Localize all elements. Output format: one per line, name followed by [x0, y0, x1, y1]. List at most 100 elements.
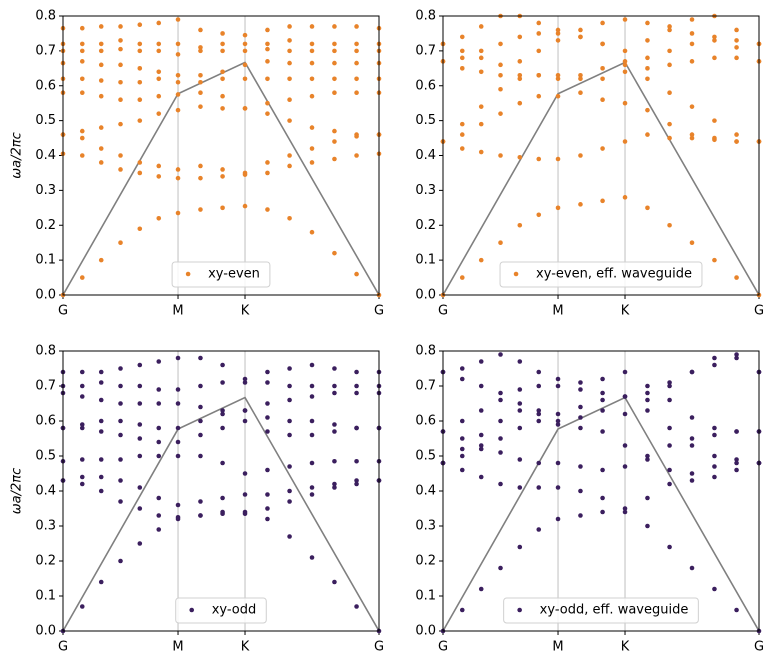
point [600, 429, 605, 434]
point [459, 467, 465, 473]
point [622, 48, 628, 54]
point [645, 523, 650, 529]
point [478, 48, 484, 54]
y-tick-label: 0.5 [35, 449, 56, 464]
point [287, 397, 292, 403]
point [137, 118, 143, 123]
point [478, 359, 484, 364]
point [689, 59, 695, 64]
axes-frame [442, 15, 760, 296]
point [198, 383, 203, 389]
point [198, 207, 203, 212]
point [712, 34, 717, 40]
point [517, 387, 523, 392]
point [459, 446, 465, 452]
point [156, 48, 162, 54]
point [354, 481, 359, 487]
point [265, 160, 270, 165]
point [156, 111, 162, 116]
plot-area [443, 61, 759, 295]
point [287, 464, 292, 469]
point [622, 411, 628, 417]
y-tick-label: 0.2 [35, 554, 56, 569]
point [622, 509, 628, 515]
point [198, 453, 203, 459]
point [309, 418, 315, 424]
x-tick-label: M [172, 640, 183, 655]
point [459, 436, 465, 441]
point [198, 499, 203, 504]
y-tick-label: 0.4 [415, 148, 436, 163]
legend-marker [517, 607, 522, 613]
point [265, 467, 270, 473]
point [156, 93, 162, 99]
point [478, 149, 484, 155]
y-tick-label: 0.8 [415, 9, 436, 24]
point [689, 104, 695, 109]
point [137, 422, 143, 427]
point [354, 425, 359, 431]
point [118, 24, 123, 29]
point [459, 66, 465, 71]
point [712, 135, 717, 141]
point [175, 514, 181, 520]
point [734, 275, 739, 280]
point [645, 76, 650, 82]
point [265, 492, 270, 497]
point [622, 464, 628, 469]
point [645, 107, 650, 113]
x-tick-label: G [58, 304, 68, 319]
point [354, 369, 359, 375]
point [712, 355, 717, 361]
point [498, 153, 503, 158]
y-tick-label: 0.3 [415, 519, 436, 534]
point [309, 125, 315, 130]
point [287, 118, 292, 123]
point [98, 24, 104, 29]
point [517, 401, 523, 406]
point [137, 97, 143, 102]
point [287, 383, 292, 389]
point [578, 513, 583, 518]
y-tick-label: 0.7 [35, 43, 56, 58]
x-tick-label: K [241, 640, 250, 655]
point [600, 41, 605, 47]
point [354, 90, 359, 96]
x-tick-label: K [621, 640, 630, 655]
point [332, 383, 337, 389]
point [478, 24, 484, 29]
y-tick-label: 0.7 [415, 379, 436, 394]
point [98, 418, 104, 424]
point [265, 111, 270, 116]
point [712, 38, 717, 43]
point [242, 509, 248, 515]
point [517, 76, 523, 82]
point [287, 24, 292, 29]
point [578, 488, 583, 494]
y-axis-label: ωa/2πc [10, 468, 25, 514]
point [645, 390, 650, 396]
point [667, 27, 672, 33]
point [118, 62, 123, 68]
point [578, 404, 583, 410]
point [517, 544, 523, 550]
point [265, 415, 270, 420]
point [734, 139, 739, 144]
legend-marker [189, 607, 195, 613]
point [137, 436, 143, 441]
point [578, 72, 583, 78]
point [198, 48, 203, 54]
point [578, 415, 583, 420]
point [734, 460, 739, 466]
point [478, 104, 484, 109]
point [242, 41, 248, 47]
point [118, 401, 123, 406]
point [555, 38, 561, 43]
point [712, 453, 717, 459]
point [498, 352, 503, 357]
point [198, 27, 203, 33]
y-tick-label: 0.6 [415, 78, 436, 93]
point [287, 488, 292, 494]
point [332, 48, 337, 54]
legend-marker [185, 271, 191, 277]
